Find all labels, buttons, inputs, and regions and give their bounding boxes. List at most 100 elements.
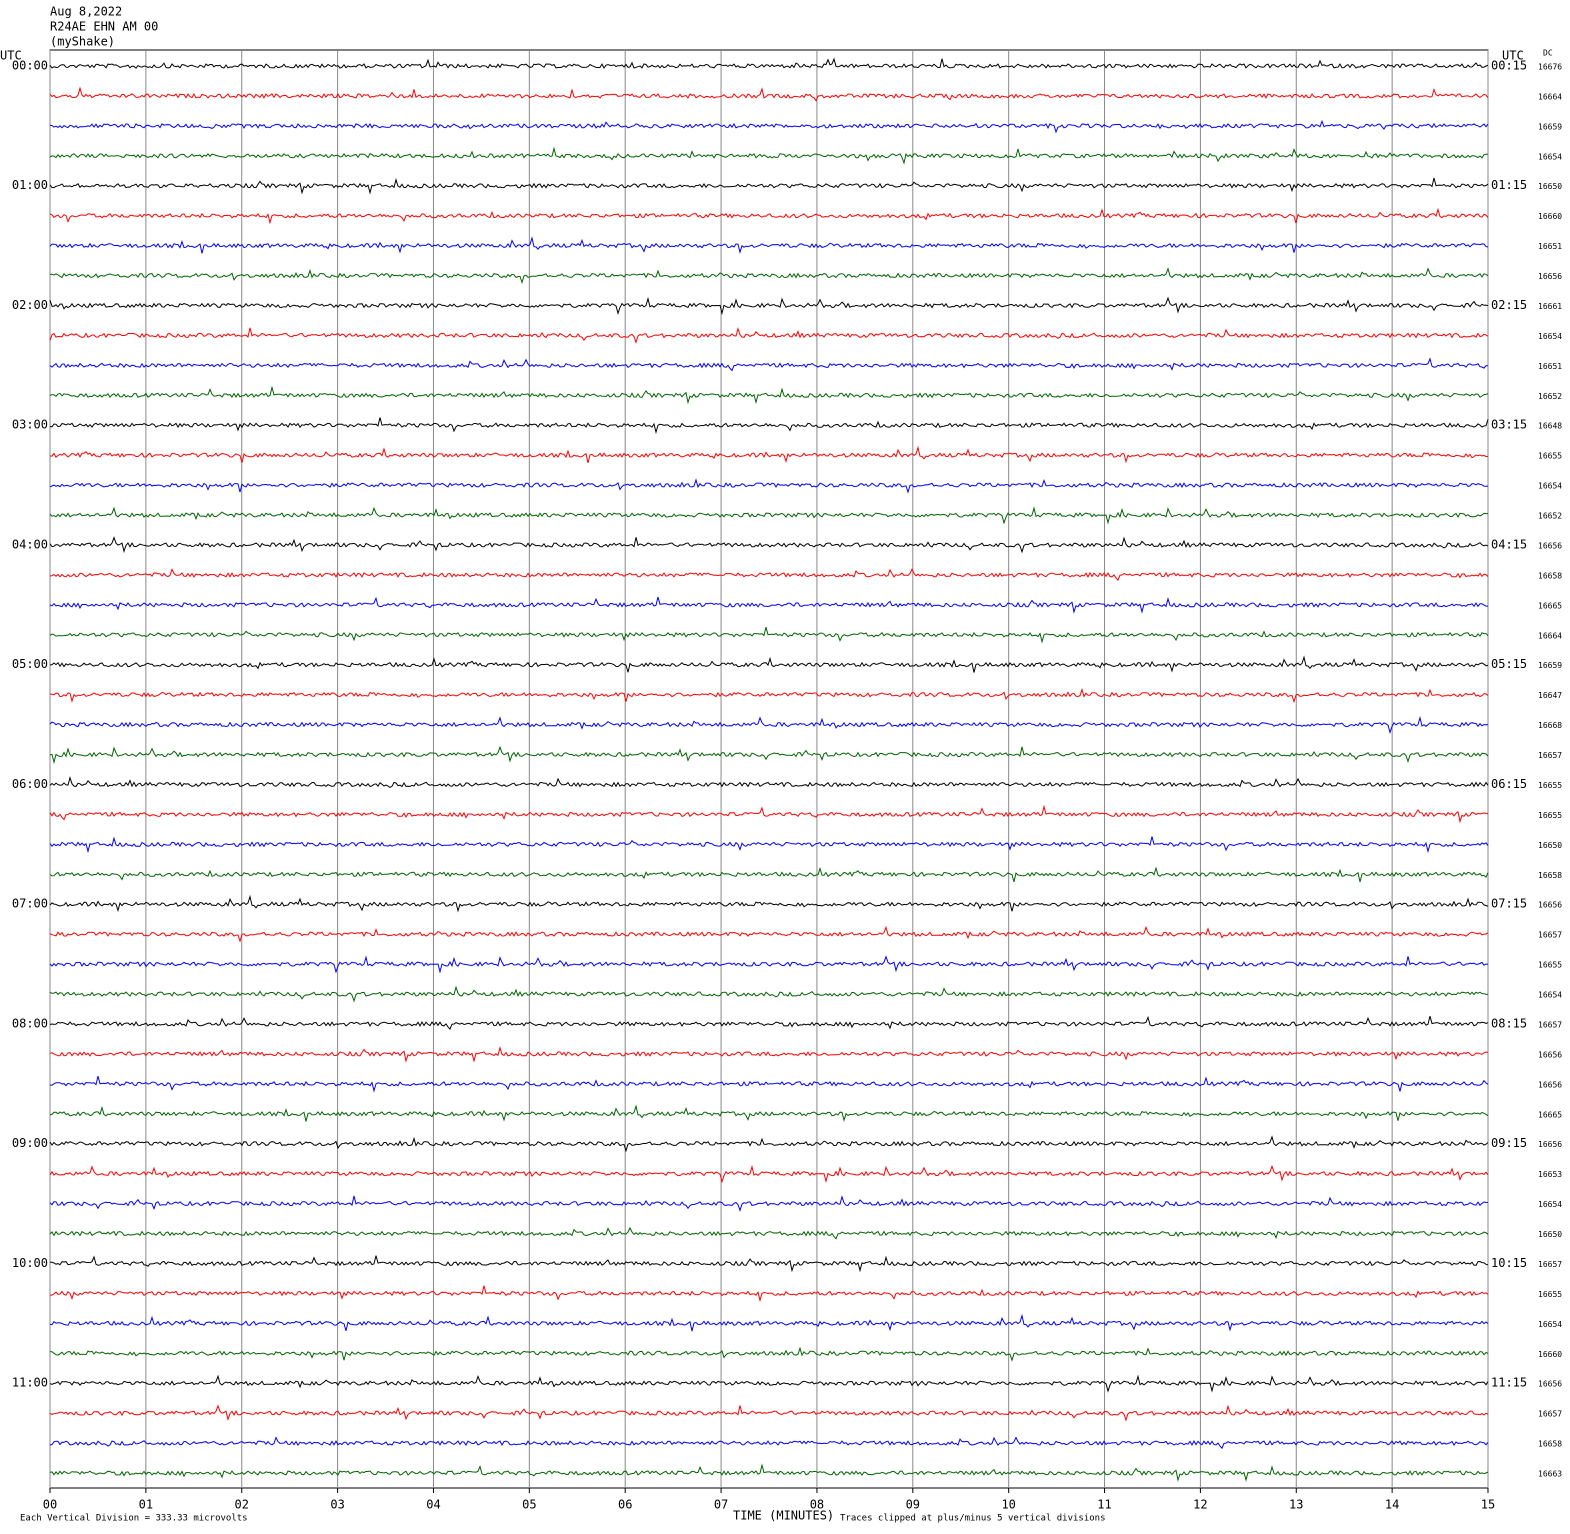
dc-value: 16659: [1538, 122, 1562, 131]
dc-value: 16654: [1538, 332, 1562, 341]
x-tick-label: 08: [810, 1498, 824, 1512]
dc-value: 16657: [1538, 1410, 1562, 1419]
right-time-label: 04:15: [1491, 537, 1527, 551]
left-time-label: 03:00: [12, 418, 48, 432]
x-tick-label: 05: [522, 1498, 536, 1512]
dc-value: 16655: [1538, 781, 1562, 790]
dc-value: 16652: [1538, 392, 1562, 401]
dc-value: 16650: [1538, 1230, 1562, 1239]
trace: [49, 1436, 1489, 1450]
left-time-label: 01:00: [12, 178, 48, 192]
dc-value: 16658: [1538, 871, 1562, 880]
dc-value: 16651: [1538, 362, 1562, 371]
title-line: (myShake): [50, 35, 115, 49]
right-time-label: 10:15: [1491, 1256, 1527, 1270]
x-tick-label: 15: [1481, 1498, 1495, 1512]
dc-value: 16650: [1538, 841, 1562, 850]
x-tick-label: 14: [1385, 1498, 1399, 1512]
dc-value: 16656: [1538, 541, 1562, 550]
trace: [49, 1075, 1489, 1093]
right-time-label: 09:15: [1491, 1136, 1527, 1150]
scale-note: Each Vertical Division = 333.33 microvol…: [20, 1514, 248, 1524]
trace: [49, 506, 1488, 525]
trace: [49, 445, 1489, 464]
dc-value: 16655: [1538, 811, 1562, 820]
x-axis-label: TIME (MINUTES): [733, 1509, 834, 1523]
trace: [49, 1015, 1489, 1031]
right-axis-title: UTC: [1502, 49, 1524, 63]
trace: [49, 925, 1489, 943]
dc-value: 16658: [1538, 1440, 1562, 1449]
x-tick-label: 09: [906, 1498, 920, 1512]
trace: [49, 955, 1489, 974]
trace: [49, 1313, 1489, 1332]
trace: [49, 1463, 1489, 1482]
dc-value: 16656: [1538, 272, 1562, 281]
dc-value: 16660: [1538, 212, 1562, 221]
trace: [49, 1135, 1489, 1153]
trace: [49, 687, 1489, 704]
right-time-label: 01:15: [1491, 178, 1527, 192]
dc-value: 16651: [1538, 242, 1562, 251]
dc-value: 16656: [1538, 1050, 1562, 1059]
trace: [49, 296, 1489, 316]
right-time-label: 05:15: [1491, 657, 1527, 671]
right-time-label: 07:15: [1491, 897, 1527, 911]
left-time-label: 11:00: [12, 1376, 48, 1390]
dc-value: 16657: [1538, 931, 1562, 940]
trace: [49, 894, 1489, 913]
trace: [49, 177, 1489, 195]
right-time-label: 08:15: [1491, 1016, 1527, 1030]
dc-value: 16654: [1538, 1320, 1562, 1329]
dc-value: 16661: [1538, 302, 1562, 311]
trace: [49, 715, 1489, 735]
dc-value: 16656: [1538, 1140, 1562, 1149]
left-time-label: 05:00: [12, 657, 48, 671]
trace: [49, 985, 1489, 1003]
left-time-label: 07:00: [12, 897, 48, 911]
trace: [49, 775, 1489, 788]
right-time-label: 03:15: [1491, 418, 1527, 432]
trace: [49, 596, 1488, 614]
dc-value: 16656: [1538, 901, 1562, 910]
x-tick-label: 10: [1001, 1498, 1015, 1512]
trace: [49, 146, 1488, 165]
trace: [49, 385, 1489, 405]
dc-value: 16665: [1538, 1110, 1562, 1119]
left-time-label: 06:00: [12, 777, 48, 791]
dc-value: 16664: [1538, 631, 1562, 640]
left-time-label: 00:00: [12, 59, 48, 73]
trace: [49, 478, 1489, 494]
x-tick-label: 04: [426, 1498, 440, 1512]
trace: [49, 236, 1489, 254]
trace: [49, 568, 1489, 582]
x-tick-label: 12: [1193, 1498, 1207, 1512]
dc-value: 16665: [1538, 601, 1562, 610]
dc-value: 16663: [1538, 1470, 1562, 1479]
x-tick-label: 03: [330, 1498, 344, 1512]
right-time-label: 11:15: [1491, 1376, 1527, 1390]
trace: [49, 836, 1489, 854]
dc-value: 16653: [1538, 1170, 1562, 1179]
x-tick-label: 06: [618, 1498, 632, 1512]
title-line: Aug 8,2022: [50, 5, 122, 19]
dc-value: 16659: [1538, 661, 1562, 670]
trace: [49, 1226, 1489, 1240]
trace: [49, 536, 1489, 554]
dc-value: 16660: [1538, 1350, 1562, 1359]
x-tick-label: 07: [714, 1498, 728, 1512]
trace: [49, 267, 1489, 285]
trace: [49, 207, 1489, 225]
x-tick-label: 13: [1289, 1498, 1303, 1512]
dc-value: 16668: [1538, 721, 1562, 730]
trace: [49, 1195, 1489, 1212]
dc-value: 16652: [1538, 512, 1562, 521]
dc-value: 16657: [1538, 1260, 1562, 1269]
trace: [49, 1104, 1489, 1123]
trace: [49, 86, 1489, 102]
dc-value: 16656: [1538, 1380, 1562, 1389]
trace: [49, 326, 1489, 344]
trace: [49, 1285, 1489, 1303]
left-time-label: 04:00: [12, 537, 48, 551]
